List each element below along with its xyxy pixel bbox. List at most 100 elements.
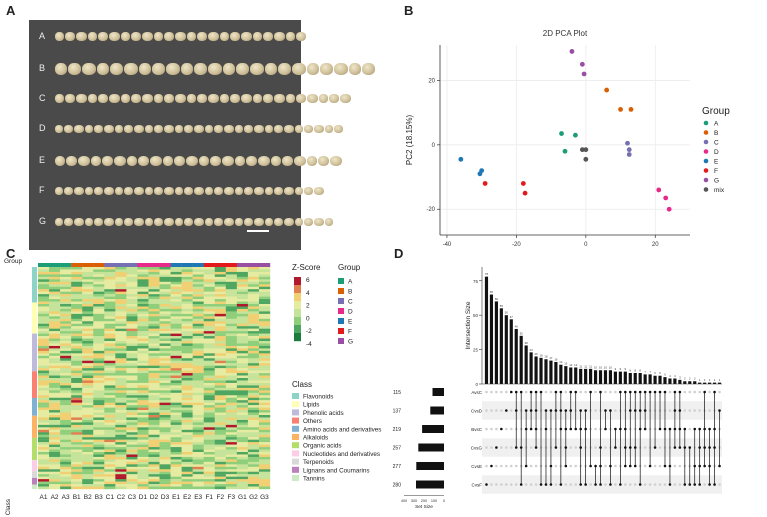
heatmap-cell <box>82 395 94 398</box>
upset-bar <box>693 381 697 384</box>
heatmap-cell <box>137 299 149 302</box>
heatmap-cell <box>115 294 127 297</box>
seed <box>230 32 240 41</box>
heatmap-cell <box>104 476 116 480</box>
heatmap-cell <box>82 281 94 285</box>
heatmap-cell <box>258 323 271 327</box>
seed <box>131 94 141 103</box>
heatmap-cell <box>60 449 72 453</box>
heatmap-cell <box>71 363 83 366</box>
heatmap-cell <box>115 476 127 480</box>
heatmap-cell <box>214 311 227 315</box>
heatmap-cell <box>82 350 94 354</box>
heatmap-cell <box>49 390 61 393</box>
seed <box>194 218 204 226</box>
heatmap-cell <box>181 471 193 475</box>
upset-bar <box>703 382 707 384</box>
heatmap-cell <box>71 375 83 379</box>
seed <box>164 187 174 195</box>
seed <box>274 187 283 195</box>
seed <box>271 156 281 166</box>
heatmap-cell <box>247 281 260 285</box>
upset-matrix-dot <box>653 464 657 468</box>
seed <box>208 32 219 41</box>
heatmap-cell <box>115 311 127 315</box>
heatmap-cell <box>214 486 227 490</box>
heatmap-cell <box>60 368 72 371</box>
heatmap-cell <box>236 331 249 334</box>
heatmap-cell <box>159 417 171 421</box>
heatmap-cell <box>126 269 138 273</box>
heatmap-cell <box>49 410 61 413</box>
heatmap-cell <box>170 328 182 332</box>
heatmap-cell <box>104 348 116 352</box>
heatmap-cell <box>181 271 193 275</box>
heatmap-cell <box>104 456 116 460</box>
heatmap-class-legend-swatch <box>292 475 299 481</box>
heatmap-cell <box>115 326 127 329</box>
heatmap-group-legend-swatch <box>338 288 344 294</box>
heatmap-cell <box>236 434 249 438</box>
heatmap-cell <box>236 387 249 391</box>
heatmap-cell <box>115 308 127 312</box>
heatmap-cell <box>115 380 127 384</box>
heatmap-cell <box>225 378 238 381</box>
heatmap-cell <box>93 382 105 386</box>
seed <box>134 218 144 226</box>
heatmap-cell <box>93 304 105 307</box>
pca-legend-swatch <box>703 130 709 135</box>
heatmap-cell <box>38 461 50 465</box>
heatmap-cell <box>126 417 138 421</box>
heatmap-cell <box>82 318 94 322</box>
heatmap-cell <box>104 400 116 403</box>
heatmap-cell <box>148 294 160 297</box>
seed-row-label: D <box>39 123 46 133</box>
upset-matrix-dot <box>614 390 617 394</box>
heatmap-cell <box>148 336 160 339</box>
seed <box>98 94 108 103</box>
heatmap-cell <box>104 380 116 384</box>
upset-bar <box>584 368 588 384</box>
pca-legend-swatch <box>703 139 709 145</box>
upset-bar <box>688 381 692 384</box>
seed <box>274 218 283 226</box>
upset-bar-label: 11 <box>579 364 582 368</box>
heatmap-cell <box>225 422 238 426</box>
heatmap-cell <box>49 284 61 287</box>
heatmap-cell <box>214 484 227 487</box>
heatmap-cell <box>137 296 149 300</box>
heatmap-cell <box>236 380 249 384</box>
seed-row-label: C <box>39 92 46 103</box>
heatmap-cell <box>115 323 127 327</box>
heatmap-cell <box>137 456 149 460</box>
heatmap-cell <box>126 484 138 487</box>
heatmap-cell <box>60 276 72 280</box>
heatmap-cell <box>82 271 94 275</box>
heatmap-cell <box>49 306 61 310</box>
heatmap-cell <box>82 316 94 319</box>
heatmap-cell <box>192 363 204 366</box>
heatmap-cell <box>49 271 61 275</box>
heatmap-cell <box>115 405 127 408</box>
heatmap-cell <box>82 417 94 421</box>
seed <box>175 187 183 195</box>
heatmap-cell <box>170 281 182 285</box>
heatmap-cell <box>126 454 138 458</box>
heatmap-cell <box>49 419 61 423</box>
heatmap-cell <box>181 459 193 463</box>
upset-bar-label: 35 <box>520 331 524 335</box>
seed <box>325 125 333 133</box>
upset-y-label: Intersection Size <box>465 301 472 349</box>
heatmap-cell <box>192 306 204 310</box>
heatmap-cell <box>258 434 271 438</box>
heatmap-cell <box>258 392 271 396</box>
heatmap-cell <box>71 286 83 290</box>
heatmap-cell <box>93 323 105 327</box>
upset-bar <box>663 377 667 384</box>
heatmap-cell <box>115 390 127 393</box>
heatmap-cell <box>236 308 249 312</box>
heatmap-cell <box>225 385 238 389</box>
heatmap-cell <box>93 447 105 450</box>
upset-bar-label: 18 <box>544 355 548 359</box>
heatmap-cell <box>126 336 138 339</box>
